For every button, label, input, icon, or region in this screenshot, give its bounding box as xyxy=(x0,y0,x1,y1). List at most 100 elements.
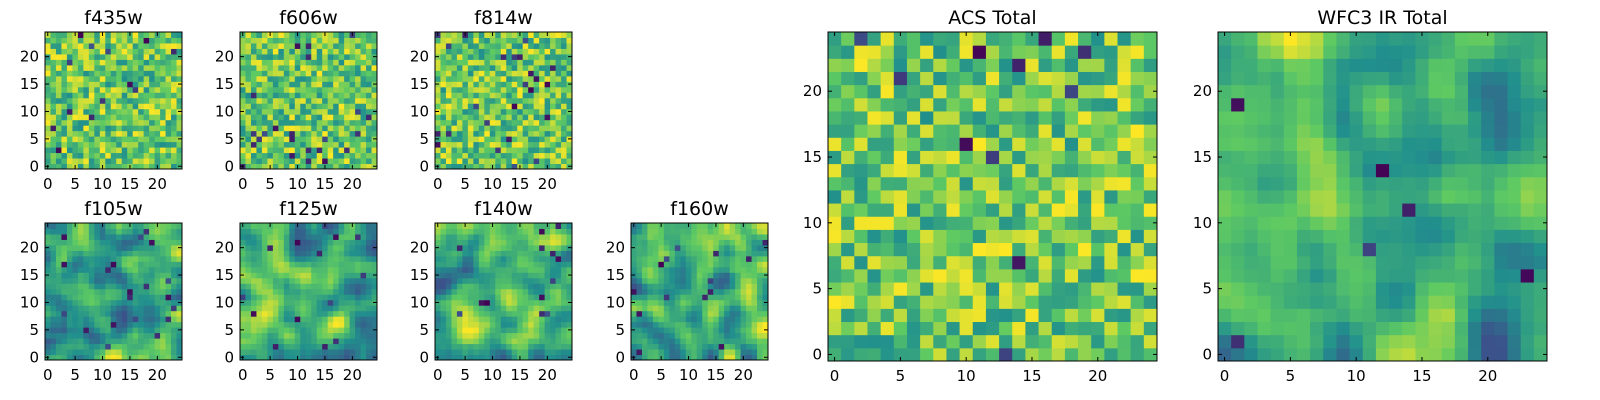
heatmap-cell xyxy=(495,70,502,77)
heatmap-cell xyxy=(495,158,502,165)
heatmap-cell xyxy=(267,233,274,240)
heatmap-cell xyxy=(289,327,296,334)
heatmap-cell xyxy=(355,152,362,159)
heatmap-cell xyxy=(88,272,95,279)
heatmap-cell xyxy=(685,294,692,301)
heatmap-cell xyxy=(333,250,340,257)
heatmap-cell xyxy=(506,327,513,334)
heatmap-cell xyxy=(440,327,447,334)
heatmap-cell xyxy=(506,75,513,82)
heatmap-cell xyxy=(355,103,362,110)
heatmap-cell xyxy=(149,86,156,93)
heatmap-cell xyxy=(550,321,557,328)
heatmap-cell xyxy=(333,261,340,268)
heatmap-cell xyxy=(440,136,447,143)
panel-title: f160w xyxy=(670,198,729,220)
heatmap-cell xyxy=(511,130,518,137)
heatmap-cell xyxy=(261,42,268,49)
heatmap-cell xyxy=(132,250,139,257)
heatmap-cell xyxy=(489,316,496,323)
heatmap-cell xyxy=(322,233,329,240)
heatmap-cell xyxy=(171,119,178,126)
heatmap-cell xyxy=(522,158,529,165)
heatmap-cell xyxy=(652,305,659,312)
heatmap-cell xyxy=(751,283,758,290)
heatmap-cell xyxy=(522,141,529,148)
heatmap-cell xyxy=(267,141,274,148)
heatmap-cell xyxy=(1130,176,1145,191)
heatmap-cell xyxy=(669,299,676,306)
heatmap-cell xyxy=(511,81,518,88)
heatmap-cell xyxy=(484,64,491,71)
heatmap-cell xyxy=(149,32,156,38)
heatmap-cell xyxy=(550,288,557,295)
heatmap-cell xyxy=(88,233,95,240)
heatmap-cell xyxy=(707,261,714,268)
heatmap-cell xyxy=(83,163,90,170)
heatmap-cell xyxy=(517,299,524,306)
heatmap-cell xyxy=(484,59,491,66)
heatmap-cell xyxy=(473,327,480,334)
heatmap-cell xyxy=(272,141,279,148)
heatmap-cell xyxy=(550,53,557,60)
heatmap-cell xyxy=(240,114,246,121)
heatmap-cell xyxy=(440,233,447,240)
heatmap-cell xyxy=(121,349,128,356)
heatmap-cell xyxy=(555,147,562,154)
heatmap-cell xyxy=(110,37,117,44)
heatmap-cell xyxy=(371,255,378,262)
heatmap-cell xyxy=(724,349,731,356)
heatmap-cell xyxy=(327,299,334,306)
heatmap-cell xyxy=(165,70,172,77)
heatmap-cell xyxy=(61,250,68,257)
heatmap-cell xyxy=(116,250,123,257)
heatmap-cell xyxy=(440,97,447,104)
heatmap-cell xyxy=(72,136,79,143)
heatmap-cell xyxy=(451,233,458,240)
heatmap-cell xyxy=(366,163,373,170)
heatmap-cell xyxy=(50,136,57,143)
heatmap-cell xyxy=(110,125,117,132)
heatmap-cell xyxy=(489,53,496,60)
heatmap-cell xyxy=(445,327,452,334)
heatmap-cell xyxy=(867,203,882,217)
heatmap-cell xyxy=(1012,229,1026,244)
heatmap-cell xyxy=(66,37,73,44)
heatmap-cell xyxy=(462,103,469,110)
heatmap-cell xyxy=(110,244,117,251)
heatmap-cell xyxy=(316,141,323,148)
heatmap-cell xyxy=(127,239,134,246)
heatmap-cell xyxy=(735,255,742,262)
heatmap-cell xyxy=(289,86,296,93)
heatmap-cell xyxy=(355,338,362,345)
heatmap-cell xyxy=(344,261,351,268)
heatmap-cell xyxy=(724,332,731,339)
heatmap-cell xyxy=(539,48,546,55)
heatmap-cell xyxy=(272,233,279,240)
heatmap-cell xyxy=(121,343,128,350)
heatmap-cell xyxy=(66,299,73,306)
heatmap-cell xyxy=(451,343,458,350)
heatmap-cell xyxy=(160,327,167,334)
heatmap-cell xyxy=(261,158,268,165)
heatmap-cell xyxy=(50,223,57,229)
heatmap-cell xyxy=(316,343,323,350)
heatmap-cell xyxy=(116,233,123,240)
heatmap-cell xyxy=(154,244,161,251)
heatmap-cell xyxy=(495,228,502,235)
heatmap-cell xyxy=(456,299,463,306)
heatmap-cell xyxy=(462,299,469,306)
heatmap-cell xyxy=(544,327,551,334)
heatmap-cell xyxy=(327,233,334,240)
heatmap-cell xyxy=(972,347,987,362)
heatmap-cell xyxy=(250,86,257,93)
heatmap-cell xyxy=(333,147,340,154)
heatmap-cell xyxy=(647,321,654,328)
heatmap-cell xyxy=(311,32,318,38)
heatmap-cell xyxy=(511,233,518,240)
heatmap-cell xyxy=(506,32,513,38)
heatmap-cell xyxy=(160,108,167,115)
heatmap-cell xyxy=(729,294,736,301)
heatmap-cell xyxy=(729,299,736,306)
heatmap-cell xyxy=(289,147,296,154)
